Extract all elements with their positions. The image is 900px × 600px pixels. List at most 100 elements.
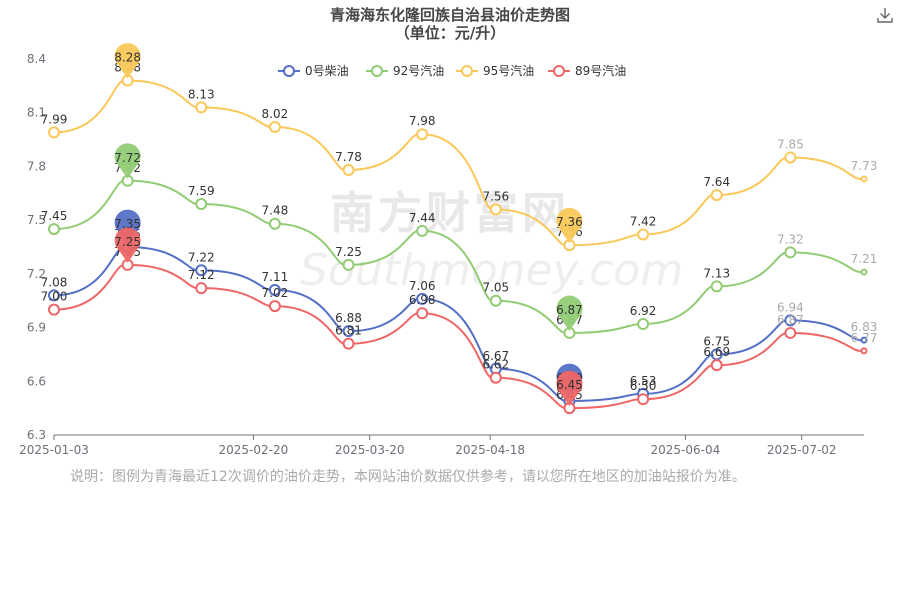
data-point <box>860 175 868 183</box>
data-point <box>860 347 868 355</box>
data-point <box>48 126 60 139</box>
pin-marker: 8.28 <box>114 43 141 79</box>
data-label: 6.50 <box>630 379 657 393</box>
data-label: 7.44 <box>409 211 436 225</box>
data-point <box>342 164 355 177</box>
y-tick-label: 8.4 <box>27 52 46 66</box>
data-point <box>268 283 281 296</box>
pin-label: 8.28 <box>114 50 141 64</box>
x-tick-label: 2025-02-20 <box>219 443 289 457</box>
data-point <box>195 101 208 114</box>
pin-shape <box>114 143 141 179</box>
y-tick-label: 6.3 <box>27 428 46 442</box>
pin-label: 7.35 <box>114 217 141 231</box>
legend-swatch-marker <box>553 65 565 77</box>
data-label: 6.53 <box>630 374 657 388</box>
legend-label: 0号柴油 <box>305 64 349 78</box>
pin-shape <box>114 209 141 245</box>
data-label: 7.02 <box>262 286 289 300</box>
pin-shape <box>114 43 141 79</box>
pin-label: 6.45 <box>556 378 583 392</box>
data-point <box>637 317 650 330</box>
legend-label: 89号汽油 <box>575 63 626 78</box>
watermark-url: Southmoney.com <box>300 245 683 296</box>
data-label: 7.12 <box>188 268 215 282</box>
data-label: 7.99 <box>41 112 68 126</box>
data-point <box>784 326 797 339</box>
pin-shape <box>556 370 583 407</box>
pin-marker: 6.45 <box>556 370 583 407</box>
data-label: 7.25 <box>335 245 362 259</box>
download-icon[interactable] <box>876 6 894 24</box>
pin-marker: 7.36 <box>556 207 583 244</box>
data-label: 7.08 <box>41 275 68 289</box>
data-label: 7.56 <box>482 189 509 203</box>
data-point <box>416 128 429 141</box>
data-point <box>489 294 502 307</box>
data-label: 7.42 <box>630 214 657 228</box>
data-label: 8.02 <box>262 107 289 121</box>
data-point <box>784 314 797 327</box>
data-point <box>860 268 868 276</box>
data-point <box>48 223 60 236</box>
data-point <box>784 151 797 164</box>
pin-marker: 6.87 <box>556 295 583 331</box>
data-label: 8.13 <box>188 87 215 101</box>
data-label: 6.88 <box>335 311 362 325</box>
watermark-text: 南方财富网 <box>330 188 570 239</box>
data-label: 7.21 <box>851 252 878 266</box>
pin-label: 7.72 <box>114 151 141 165</box>
data-label: 7.13 <box>703 266 730 280</box>
data-label: 6.75 <box>703 334 730 348</box>
data-point <box>637 393 650 406</box>
data-label: 6.77 <box>851 331 878 345</box>
data-point <box>342 337 355 350</box>
watermark: 南方财富网 Southmoney.com <box>300 188 683 296</box>
data-label: 7.11 <box>262 270 289 284</box>
data-point <box>710 189 723 202</box>
data-label: 6.87 <box>777 313 804 327</box>
data-label: 6.92 <box>630 304 657 318</box>
data-label: 7.59 <box>188 184 215 198</box>
data-label: 6.67 <box>482 349 509 363</box>
data-label: 6.62 <box>482 358 509 372</box>
data-point <box>268 300 281 313</box>
legend[interactable]: 0号柴油 92号汽油 95号汽油 89号汽油 <box>278 63 626 78</box>
pin-label: 7.36 <box>556 215 583 229</box>
legend-item[interactable]: 92号汽油 <box>366 63 444 78</box>
x-tick-label: 2025-07-02 <box>767 443 837 457</box>
data-label: 6.69 <box>703 345 730 359</box>
legend-item[interactable]: 89号汽油 <box>548 63 626 78</box>
x-tick-label: 2025-06-04 <box>651 443 721 457</box>
data-point <box>268 217 281 230</box>
x-tick-label: 2025-01-03 <box>19 443 89 457</box>
data-label: 6.83 <box>851 320 878 334</box>
data-label: 7.06 <box>409 279 436 293</box>
data-label: 7.48 <box>262 204 289 218</box>
data-point <box>784 246 797 259</box>
data-point <box>268 121 281 134</box>
data-point <box>710 280 723 293</box>
data-label: 7.64 <box>703 175 730 189</box>
y-tick-label: 6.6 <box>27 374 46 388</box>
data-label: 7.85 <box>777 137 804 151</box>
data-point <box>416 307 429 320</box>
data-label: 7.05 <box>482 281 509 295</box>
y-tick-label: 7.2 <box>27 267 46 281</box>
y-tick-label: 7.8 <box>27 159 46 173</box>
legend-label: 92号汽油 <box>393 63 444 78</box>
data-point <box>48 289 60 302</box>
data-label: 7.32 <box>777 232 804 246</box>
data-point <box>195 198 208 211</box>
pin-shape <box>114 227 141 263</box>
data-label: 6.98 <box>409 293 436 307</box>
legend-item[interactable]: 0号柴油 <box>278 64 349 78</box>
chart-note: 说明：图例为青海最近12次调价的油价走势，本网站油价数据仅供参考，请以您所在地区… <box>70 469 746 485</box>
legend-item[interactable]: 95号汽油 <box>456 63 534 78</box>
data-label: 7.73 <box>851 159 878 173</box>
pin-marker: 7.25 <box>114 227 141 263</box>
data-label: 7.00 <box>41 290 68 304</box>
data-label: 7.78 <box>335 150 362 164</box>
